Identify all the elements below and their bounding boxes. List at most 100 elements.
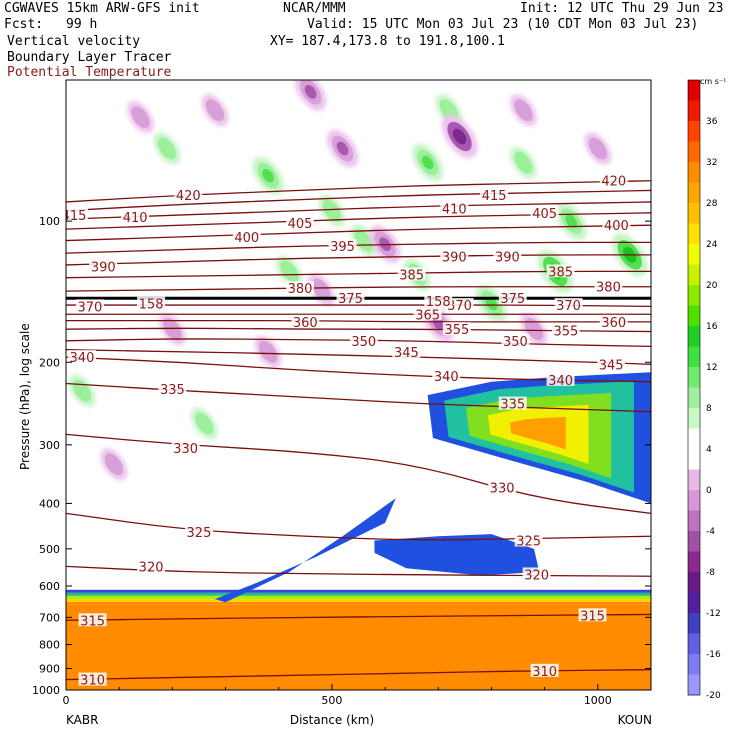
updraft-cell bbox=[275, 255, 303, 288]
svg-text:385: 385 bbox=[399, 269, 424, 284]
y-tick-label: 500 bbox=[39, 543, 60, 556]
svg-text:395: 395 bbox=[330, 240, 355, 255]
y-tick-label: 600 bbox=[39, 580, 60, 593]
y-tick-label: 200 bbox=[39, 356, 60, 369]
theta-label: 355 bbox=[551, 323, 580, 339]
theta-label: 365 bbox=[413, 307, 442, 323]
field-potential-temperature: Potential Temperature bbox=[7, 65, 172, 80]
colorbar-swatch bbox=[688, 592, 700, 614]
svg-text:315: 315 bbox=[580, 609, 605, 624]
colorbar-swatch bbox=[688, 633, 700, 655]
colorbar-frame bbox=[687, 79, 701, 696]
theta-label: 350 bbox=[501, 333, 530, 350]
tracer-plume bbox=[214, 498, 396, 603]
svg-text:405: 405 bbox=[288, 217, 313, 232]
colorbar-swatch bbox=[688, 80, 700, 101]
field-vertical-velocity: Vertical velocity bbox=[7, 34, 141, 49]
colorbar-swatch bbox=[688, 551, 700, 573]
theta-contour-420 bbox=[66, 180, 651, 203]
svg-text:415: 415 bbox=[482, 189, 507, 204]
updraft-cell bbox=[252, 156, 284, 195]
svg-text:320: 320 bbox=[139, 560, 164, 575]
theta-label: 400 bbox=[602, 218, 631, 234]
theta-label: 310 bbox=[530, 663, 559, 680]
svg-text:360: 360 bbox=[293, 316, 318, 331]
theta-label: 320 bbox=[522, 567, 551, 583]
colorbar-swatch bbox=[688, 531, 700, 552]
colorbar-label: -12 bbox=[706, 609, 721, 619]
cross-section-endpoints: XY= 187.4,173.8 to 191.8,100.1 bbox=[270, 34, 505, 49]
colorbar-swatch bbox=[688, 449, 700, 470]
colorbar-swatch bbox=[688, 613, 700, 634]
svg-text:400: 400 bbox=[604, 219, 629, 234]
svg-text:370: 370 bbox=[78, 300, 103, 315]
colorbar-label: 12 bbox=[706, 363, 717, 373]
colorbar-label: 4 bbox=[706, 445, 712, 455]
svg-text:410: 410 bbox=[123, 211, 148, 226]
theta-contour-345 bbox=[66, 349, 651, 365]
theta-contour-360 bbox=[66, 319, 651, 323]
svg-text:360: 360 bbox=[601, 316, 626, 331]
theta-label: 410 bbox=[121, 210, 150, 226]
svg-text:415: 415 bbox=[62, 209, 87, 224]
colorbar-label: 36 bbox=[706, 117, 718, 127]
theta-label: 325 bbox=[184, 524, 213, 541]
theta-contour-310 bbox=[66, 669, 651, 681]
updraft-cell bbox=[153, 132, 181, 165]
svg-text:335: 335 bbox=[500, 398, 525, 413]
theta-contour-380 bbox=[66, 286, 651, 292]
right-station-label: KOUN bbox=[618, 713, 652, 727]
theta-label: 330 bbox=[488, 480, 517, 497]
theta-label: 400 bbox=[232, 229, 261, 246]
theta-contour-405 bbox=[66, 212, 651, 230]
org-label: NCAR/MMM bbox=[283, 1, 346, 16]
updraft-cell bbox=[411, 143, 444, 182]
downdraft-cell bbox=[326, 129, 359, 168]
theta-contour-400 bbox=[66, 224, 651, 242]
field-boundary-layer-tracer: Boundary Layer Tracer bbox=[7, 50, 172, 65]
tracer-edge-band bbox=[66, 589, 651, 593]
colorbar-swatch bbox=[688, 223, 700, 245]
colorbar-swatch bbox=[688, 674, 700, 696]
colorbar-swatch bbox=[688, 654, 700, 675]
theta-label: 315 bbox=[578, 608, 607, 624]
valid-time: Valid: 15 UTC Mon 03 Jul 23 (10 CDT Mon … bbox=[307, 17, 699, 32]
colorbar-swatch bbox=[688, 244, 700, 265]
theta-label: 385 bbox=[546, 264, 575, 280]
theta-label: 420 bbox=[174, 188, 203, 204]
colorbar-label: 28 bbox=[706, 199, 718, 209]
theta-label: 335 bbox=[158, 381, 187, 398]
svg-text:330: 330 bbox=[173, 442, 198, 457]
x-axis-title: Distance (km) bbox=[290, 713, 374, 727]
colorbar-label: -4 bbox=[706, 527, 715, 537]
theta-label: 380 bbox=[286, 281, 314, 297]
svg-text:350: 350 bbox=[351, 335, 376, 350]
theta-label: 385 bbox=[397, 267, 426, 284]
theta-label: 390 bbox=[89, 259, 118, 276]
colorbar-swatch bbox=[688, 141, 700, 163]
svg-text:310: 310 bbox=[80, 674, 105, 689]
theta-label: 310 bbox=[78, 672, 107, 689]
theta-label: 320 bbox=[137, 559, 166, 575]
tracer-edge-band bbox=[66, 592, 651, 596]
svg-text:350: 350 bbox=[503, 335, 528, 350]
colorbar-label: 8 bbox=[706, 404, 712, 414]
svg-text:340: 340 bbox=[434, 370, 459, 385]
plot-frame bbox=[65, 79, 652, 691]
theta-label: 335 bbox=[498, 396, 527, 413]
theta-label: 415 bbox=[480, 188, 509, 204]
colorbar-swatch bbox=[688, 428, 700, 450]
theta-label: 375 bbox=[498, 291, 527, 307]
svg-text:335: 335 bbox=[160, 383, 185, 398]
svg-text:325: 325 bbox=[187, 526, 212, 541]
theta-label: 315 bbox=[78, 613, 107, 629]
forecast-hour: 99 h bbox=[66, 17, 98, 32]
y-tick-label: 300 bbox=[39, 439, 60, 452]
theta-label: 340 bbox=[546, 372, 575, 389]
theta-label: 340 bbox=[67, 350, 96, 366]
theta-label: 370 bbox=[554, 298, 583, 314]
updraft-cell bbox=[318, 194, 346, 227]
theta-contour-340 bbox=[66, 356, 651, 383]
tracer-edge-band bbox=[66, 598, 651, 602]
